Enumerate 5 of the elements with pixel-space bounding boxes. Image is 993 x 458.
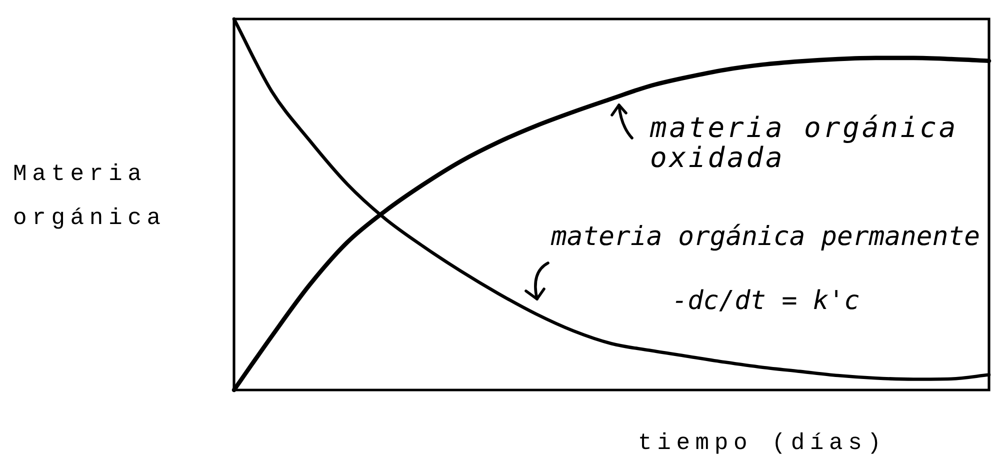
annotation: materia orgánica oxidada <box>650 111 960 174</box>
y-axis-title: Materia orgánica <box>13 160 167 233</box>
annotation: materia orgánica permanente <box>551 221 980 252</box>
x-axis-title: tiempo (días) <box>638 429 886 457</box>
annotation: -dc/dt = k'c <box>672 286 860 316</box>
